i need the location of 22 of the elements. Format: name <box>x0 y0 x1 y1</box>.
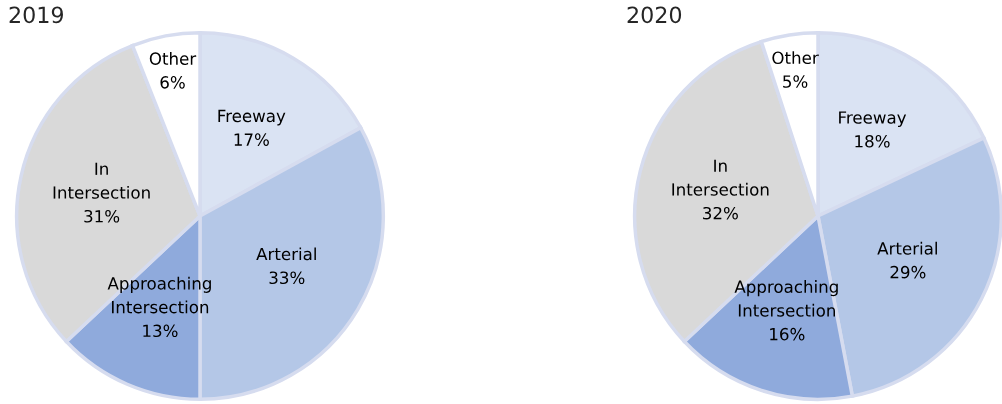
slice-label: In Intersection <box>672 159 769 196</box>
slice-label: Freeway <box>218 109 286 126</box>
data-label: 31% <box>84 209 120 223</box>
slice-label: Arterial <box>256 247 316 261</box>
data-label: 33% <box>269 271 305 285</box>
data-label: 29% <box>890 265 926 279</box>
chart-title: 2020 <box>627 6 682 24</box>
data-label: 6% <box>160 76 185 89</box>
data-label: 5% <box>783 75 808 88</box>
data-label: 17% <box>234 133 269 146</box>
data-label: 16% <box>770 327 805 341</box>
slice-label: Other <box>772 51 819 65</box>
slice-label: Approaching Intersection <box>107 276 211 314</box>
chart-title: 2019 <box>9 6 63 24</box>
data-label: 32% <box>703 206 738 220</box>
slice-label: Approaching Intersection <box>734 280 838 317</box>
data-label: 13% <box>143 324 178 338</box>
slice-label: Other <box>149 52 197 65</box>
slice-label: Arterial <box>877 241 937 255</box>
data-label: 18% <box>855 134 890 148</box>
slice-label: In Intersection <box>53 162 150 199</box>
slice-label: Freeway <box>839 111 907 128</box>
